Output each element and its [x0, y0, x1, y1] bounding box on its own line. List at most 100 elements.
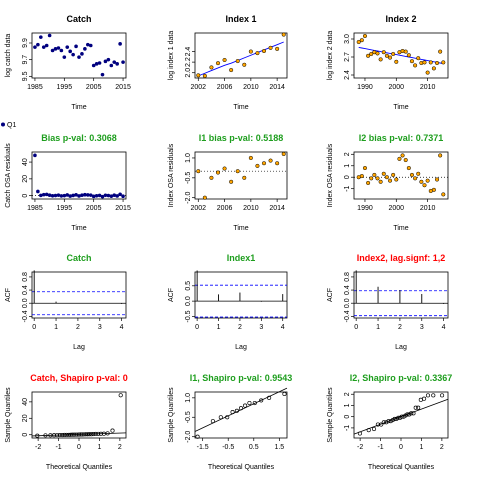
data-point — [366, 428, 371, 433]
x-tick-label: 4 — [120, 324, 124, 331]
data-point — [369, 51, 374, 57]
y-tick-label: 0.0 — [344, 298, 351, 308]
data-point — [418, 397, 423, 402]
plot-frame — [31, 32, 127, 79]
data-point — [413, 63, 418, 68]
data-point — [371, 426, 377, 432]
plot-frame — [31, 391, 127, 439]
data-point — [110, 428, 115, 433]
data-point — [378, 57, 383, 62]
data-point — [252, 400, 257, 406]
x-tick-label: 1 — [376, 324, 380, 331]
panel-8: Index1 0 1 2 3 4 -0.5 0.0 0.5 Lag ACF — [168, 253, 288, 351]
data-point — [106, 193, 111, 198]
y-tick-label: -2.0 — [185, 192, 192, 204]
data-point — [403, 49, 408, 54]
x-axis-label: Time — [71, 225, 86, 232]
x-tick-label: 1985 — [27, 84, 43, 91]
data-point — [47, 33, 52, 38]
data-point — [438, 49, 443, 54]
data-point — [434, 177, 440, 182]
data-point — [259, 398, 264, 403]
y-tick-label: 0 — [344, 175, 351, 179]
x-axis-label: Lag — [73, 344, 85, 351]
data-point — [209, 175, 214, 180]
x-tick-label: 1990 — [357, 84, 373, 91]
y-tick-label: -0.5 — [185, 310, 192, 322]
data-point — [229, 179, 234, 184]
data-point — [392, 416, 397, 421]
data-point — [35, 433, 40, 438]
data-point — [267, 395, 272, 400]
data-point — [94, 62, 99, 66]
panel-4: Bias p-val: 0.3068 1985 1995 2005 2015 0 20 40 T… — [5, 133, 131, 232]
data-point — [74, 44, 78, 49]
y-axis-label: ACF — [5, 288, 12, 302]
data-point — [57, 432, 62, 438]
plot-frame — [353, 151, 449, 200]
data-point — [109, 63, 114, 68]
data-point — [53, 47, 58, 51]
panel-1: Catch 1985 1995 2005 2015 9.5 9.7 9.9 Time log ca… — [5, 14, 131, 111]
x-axis-label: Time — [71, 104, 86, 111]
x-tick-label: -1 — [55, 444, 61, 451]
data-point — [53, 193, 58, 198]
x-tick-label: 2015 — [115, 205, 131, 212]
data-point — [88, 193, 93, 197]
data-point — [387, 178, 393, 183]
x-tick-label: 1985 — [27, 205, 43, 212]
data-point — [255, 51, 260, 56]
x-tick-label: -0.5 — [222, 444, 234, 451]
x-tick-label: 2006 — [217, 205, 233, 212]
data-point — [422, 60, 427, 65]
data-point — [39, 193, 43, 198]
data-point — [60, 432, 65, 438]
x-tick-label: 2010 — [243, 84, 259, 91]
data-point — [118, 42, 122, 46]
data-point — [394, 177, 399, 182]
x-tick-label: 1 — [419, 444, 423, 451]
x-axis-label: Lag — [235, 344, 247, 351]
data-point — [381, 420, 386, 425]
x-tick-label: -2 — [357, 444, 363, 451]
y-tick-label: 1 — [344, 164, 351, 168]
plot-frame — [194, 32, 288, 79]
x-tick-label: 3 — [420, 324, 424, 331]
data-point — [441, 60, 446, 65]
x-axis-label: Time — [233, 104, 248, 111]
y-tick-label: 0.0 — [22, 298, 29, 308]
data-point — [238, 406, 244, 411]
data-point — [80, 52, 84, 56]
data-point — [434, 60, 440, 66]
data-point — [384, 175, 389, 180]
y-axis-label: ACF — [168, 288, 175, 302]
data-point — [196, 169, 201, 174]
y-tick-label: 2 — [344, 392, 351, 396]
data-point — [210, 419, 215, 424]
data-point — [381, 50, 386, 55]
data-point — [71, 193, 75, 198]
data-point — [33, 153, 37, 158]
data-point — [229, 68, 234, 73]
y-axis-label: Sample Quantiles — [5, 387, 12, 443]
x-tick-label: 1990 — [357, 205, 373, 212]
y-tick-label: -0.4 — [22, 310, 29, 322]
legend-q1-marker — [1, 122, 5, 127]
x-tick-label: 2006 — [217, 84, 233, 91]
x-tick-label: 2002 — [190, 84, 206, 91]
data-point — [77, 194, 81, 198]
data-point — [405, 412, 410, 417]
data-point — [359, 174, 364, 179]
data-point — [118, 393, 123, 398]
y-tick-label: 1.0 — [185, 393, 192, 403]
x-tick-label: 2005 — [86, 205, 102, 212]
x-tick-label: 2 — [76, 324, 80, 331]
y-tick-label: 40 — [22, 158, 29, 166]
y-tick-label: 20 — [22, 414, 29, 422]
y-tick-label: -0.4 — [344, 310, 351, 322]
data-point — [68, 49, 72, 54]
data-point — [71, 52, 75, 57]
panel-5: I1 bias p-val: 0.5188 2002 2006 2010 2014 -2.… — [168, 133, 288, 232]
data-point — [362, 165, 368, 171]
